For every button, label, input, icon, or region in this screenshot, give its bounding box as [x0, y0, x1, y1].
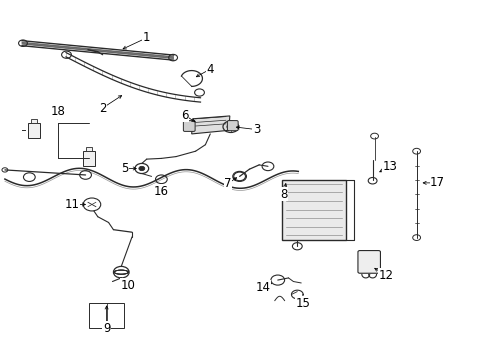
Text: 17: 17 [429, 176, 444, 189]
Bar [28, 123, 40, 138]
Text: 2: 2 [99, 102, 106, 114]
Text: 13: 13 [382, 160, 397, 173]
Bar [83, 151, 95, 166]
FancyBboxPatch shape [183, 121, 195, 131]
Text: 9: 9 [102, 322, 110, 335]
Text: 12: 12 [378, 269, 393, 282]
Text: 6: 6 [181, 109, 188, 122]
Text: 1: 1 [142, 31, 150, 44]
Text: 8: 8 [279, 188, 287, 201]
Bar [281, 180, 346, 240]
Text: 15: 15 [295, 297, 310, 310]
Bar [89, 303, 124, 328]
Bar [86, 147, 92, 151]
FancyBboxPatch shape [227, 121, 238, 131]
Text: 4: 4 [206, 63, 214, 76]
Text: 11: 11 [65, 198, 80, 211]
Polygon shape [191, 116, 229, 134]
FancyBboxPatch shape [357, 251, 380, 273]
Text: 16: 16 [154, 185, 168, 198]
Text: 3: 3 [252, 123, 260, 136]
Text: 14: 14 [255, 281, 270, 294]
Text: 7: 7 [224, 177, 231, 190]
Bar [31, 119, 37, 123]
Text: 18: 18 [50, 105, 65, 118]
Circle shape [139, 166, 144, 171]
Text: 10: 10 [121, 279, 135, 292]
Text: 5: 5 [121, 162, 128, 175]
